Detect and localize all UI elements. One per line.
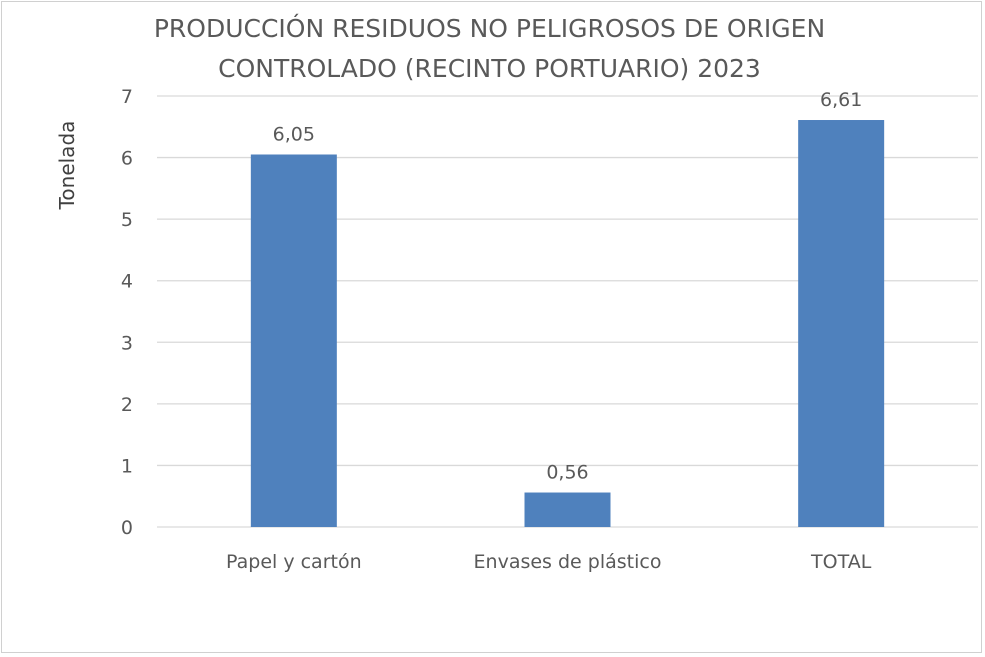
y-tick-label: 4 <box>121 271 133 293</box>
data-labels: 6,05 0,56 6,61 <box>273 89 863 484</box>
y-axis-ticks: 0 1 2 3 4 5 6 7 <box>121 86 133 539</box>
y-tick-label: 5 <box>121 209 133 231</box>
x-tick-label: TOTAL <box>810 551 872 573</box>
x-axis-ticks: Papel y cartón Envases de plástico TOTAL <box>226 551 872 573</box>
x-tick-label: Envases de plástico <box>474 551 662 573</box>
chart-title-line-1: PRODUCCIÓN RESIDUOS NO PELIGROSOS DE ORI… <box>153 14 826 43</box>
data-label: 6,05 <box>273 123 315 145</box>
y-tick-label: 0 <box>121 517 133 539</box>
bar <box>798 120 885 528</box>
x-tick-label: Papel y cartón <box>226 551 362 573</box>
bars <box>250 120 885 528</box>
chart-title-line-2: CONTROLADO (RECINTO PORTUARIO) 2023 <box>218 54 761 83</box>
y-tick-label: 6 <box>121 148 133 170</box>
bar <box>250 154 337 527</box>
bar <box>524 492 611 527</box>
y-tick-label: 3 <box>121 332 133 354</box>
y-tick-label: 7 <box>121 86 133 108</box>
data-label: 0,56 <box>546 462 588 484</box>
y-tick-label: 1 <box>121 455 133 477</box>
y-tick-label: 2 <box>121 394 133 416</box>
data-label: 6,61 <box>820 89 862 111</box>
y-axis-title: Tonelada <box>55 121 79 211</box>
